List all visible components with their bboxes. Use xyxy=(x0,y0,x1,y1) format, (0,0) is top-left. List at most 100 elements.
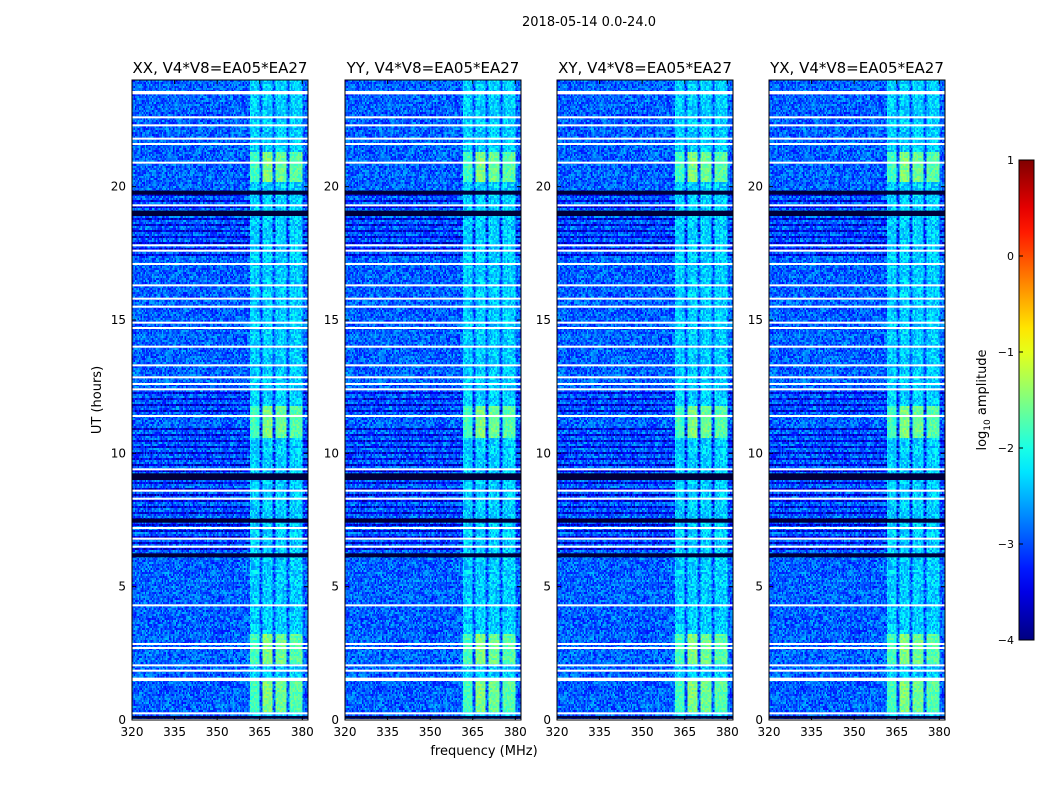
flagged-gap xyxy=(345,305,521,308)
flagged-gap xyxy=(132,677,308,680)
dark-band xyxy=(132,716,308,719)
flagged-gap xyxy=(557,364,733,367)
dark-band xyxy=(132,553,308,558)
flagged-gap xyxy=(557,305,733,308)
flagged-gap xyxy=(769,124,945,127)
flagged-gap xyxy=(557,489,733,492)
flagged-gap xyxy=(769,415,945,417)
dark-band xyxy=(557,553,733,558)
panel-3: YX, V4*V8=EA05*EA27 320 335 350 365 380 0 5 10 15… xyxy=(748,59,951,739)
x-tick-label: 335 xyxy=(800,725,823,739)
colorbar-tick-label: 1 xyxy=(1007,154,1014,167)
flagged-gap xyxy=(557,415,733,417)
flagged-gap xyxy=(132,204,308,207)
y-tick-label: 0 xyxy=(543,713,551,727)
figure-suptitle: 2018-05-14 0.0-24.0 xyxy=(522,15,656,30)
flagged-gap xyxy=(769,244,945,247)
flagged-gap xyxy=(132,679,308,681)
flagged-gap xyxy=(769,489,945,492)
flagged-gap xyxy=(769,647,945,649)
y-tick-label: 20 xyxy=(324,180,339,194)
flagged-gap xyxy=(132,345,308,348)
flagged-gap xyxy=(769,263,945,265)
flagged-gap xyxy=(345,489,521,492)
x-tick-label: 335 xyxy=(163,725,186,739)
dark-band xyxy=(557,473,733,480)
y-tick-label: 10 xyxy=(748,446,763,460)
flagged-gap xyxy=(345,677,521,680)
axes-frame xyxy=(556,79,734,721)
flagged-gap xyxy=(769,116,945,119)
flagged-gap xyxy=(769,161,945,164)
flagged-gap xyxy=(345,643,521,645)
flagged-gap xyxy=(132,249,308,252)
flagged-gap xyxy=(557,388,733,391)
x-tick-label: 350 xyxy=(419,725,442,739)
spectrogram-image xyxy=(557,80,733,720)
flagged-gap xyxy=(769,669,945,672)
dark-band xyxy=(769,210,945,216)
flagged-gap xyxy=(345,161,521,164)
flagged-gap xyxy=(345,604,521,607)
y-tick-label: 15 xyxy=(324,313,339,327)
flagged-gap xyxy=(132,327,308,329)
y-tick-label: 5 xyxy=(755,580,763,594)
colorbar-tick-label: −3 xyxy=(998,538,1014,551)
flagged-gap xyxy=(557,647,733,649)
x-tick-label: 365 xyxy=(248,725,271,739)
flagged-gap xyxy=(345,124,521,127)
flagged-gap xyxy=(345,284,521,287)
flagged-gap xyxy=(132,263,308,265)
flagged-gap xyxy=(769,376,945,379)
x-tick-label: 380 xyxy=(504,725,527,739)
flagged-gap xyxy=(769,388,945,391)
flagged-gap xyxy=(557,497,733,500)
panel-title: YY, V4*V8=EA05*EA27 xyxy=(346,59,520,77)
flagged-gap xyxy=(132,91,308,93)
flagged-gap xyxy=(557,263,733,265)
flagged-gap xyxy=(769,677,945,680)
x-tick-label: 365 xyxy=(461,725,484,739)
flagged-gap xyxy=(557,677,733,680)
flagged-gap xyxy=(345,647,521,649)
flagged-gap xyxy=(557,664,733,667)
x-tick-label: 365 xyxy=(885,725,908,739)
flagged-gap xyxy=(557,643,733,645)
dark-band xyxy=(132,518,308,523)
colorbar-tick-label: −4 xyxy=(998,634,1014,647)
y-tick-label: 5 xyxy=(331,580,339,594)
flagged-gap xyxy=(345,137,521,140)
y-tick-label: 15 xyxy=(111,313,126,327)
flagged-gap xyxy=(769,92,945,95)
colorbar-tick-label: −1 xyxy=(998,346,1014,359)
flagged-gap xyxy=(769,664,945,667)
dark-band xyxy=(557,210,733,216)
flagged-gap xyxy=(345,679,521,681)
dark-band xyxy=(345,553,521,558)
colorbar-tick-label: −2 xyxy=(998,442,1014,455)
flagged-gap xyxy=(769,91,945,93)
flagged-gap xyxy=(557,679,733,681)
x-tick-label: 380 xyxy=(928,725,951,739)
flagged-gap xyxy=(769,712,945,715)
dark-band xyxy=(769,518,945,523)
flagged-gap xyxy=(345,383,521,385)
y-tick-label: 0 xyxy=(755,713,763,727)
flagged-gap xyxy=(132,664,308,667)
dark-band xyxy=(769,553,945,558)
flagged-gap xyxy=(132,527,308,529)
x-tick-label: 335 xyxy=(376,725,399,739)
y-axis-label: UT (hours) xyxy=(90,366,105,434)
flagged-gap xyxy=(132,383,308,385)
y-tick-label: 20 xyxy=(748,180,763,194)
flagged-gap xyxy=(345,468,521,471)
flagged-gap xyxy=(132,161,308,164)
colorbar-label: log10 amplitude xyxy=(975,349,993,450)
flagged-gap xyxy=(345,527,521,529)
flagged-gap xyxy=(345,537,521,540)
flagged-gap xyxy=(132,537,308,540)
x-tick-label: 380 xyxy=(716,725,739,739)
panel-title: XY, V4*V8=EA05*EA27 xyxy=(558,59,732,77)
flagged-gap xyxy=(345,263,521,265)
